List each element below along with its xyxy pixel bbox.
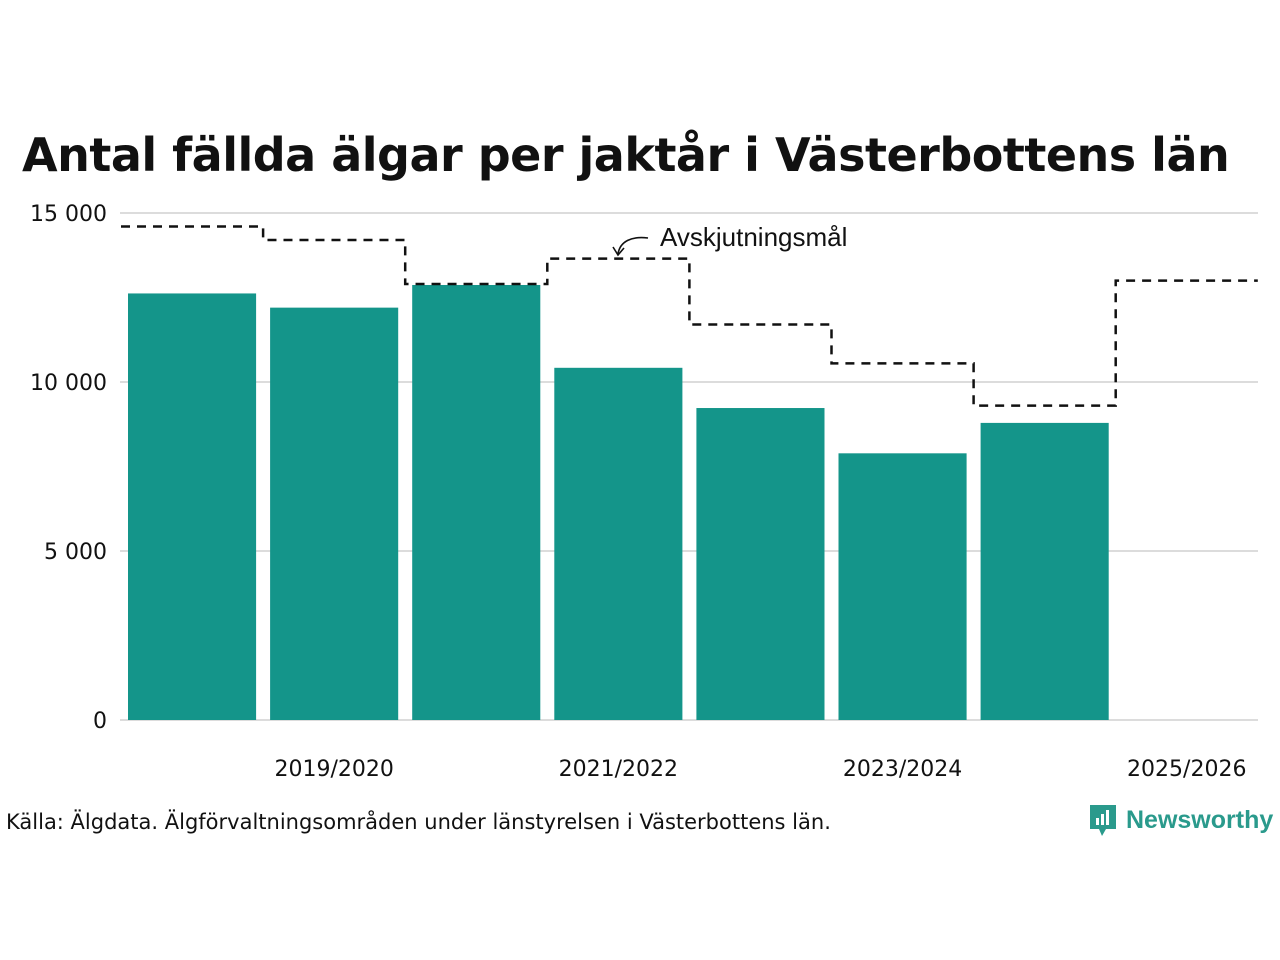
y-tick-label: 5 000 <box>44 540 107 565</box>
x-tick-label: 2025/2026 <box>1127 757 1246 782</box>
y-tick-label: 15 000 <box>30 202 107 227</box>
x-tick-label: 2019/2020 <box>274 757 393 782</box>
bar <box>696 408 825 720</box>
x-tick-label: 2023/2024 <box>843 757 962 782</box>
annotation-label: Avskjutningsmål <box>660 222 847 252</box>
x-tick-label: 2021/2022 <box>559 757 678 782</box>
bars <box>128 284 1109 720</box>
newsworthy-logo-icon <box>1090 805 1116 836</box>
bar <box>980 422 1109 720</box>
x-axis-ticks: 2019/2020 2021/2022 2023/2024 2025/2026 <box>274 757 1246 782</box>
bar <box>412 284 541 720</box>
target-step-line <box>121 225 1258 407</box>
chart-title: Antal fällda älgar per jaktår i Västerbo… <box>22 128 1230 182</box>
brand-logo: Newsworthy <box>1088 802 1273 838</box>
target-line <box>121 225 1258 407</box>
bar <box>270 307 399 720</box>
y-tick-label: 0 <box>93 709 107 734</box>
brand-name: Newsworthy <box>1126 805 1274 834</box>
bar <box>838 453 967 720</box>
annotation-arrowhead-icon <box>612 246 625 257</box>
y-tick-label: 10 000 <box>30 371 107 396</box>
source-note: Källa: Älgdata. Älgförvaltningsområden u… <box>6 810 831 834</box>
y-axis-ticks: 0 5 000 10 000 15 000 <box>30 202 107 734</box>
annotation: Avskjutningsmål <box>612 222 847 257</box>
bar <box>554 367 683 720</box>
annotation-arrow-icon <box>617 236 649 255</box>
bar <box>128 293 257 720</box>
